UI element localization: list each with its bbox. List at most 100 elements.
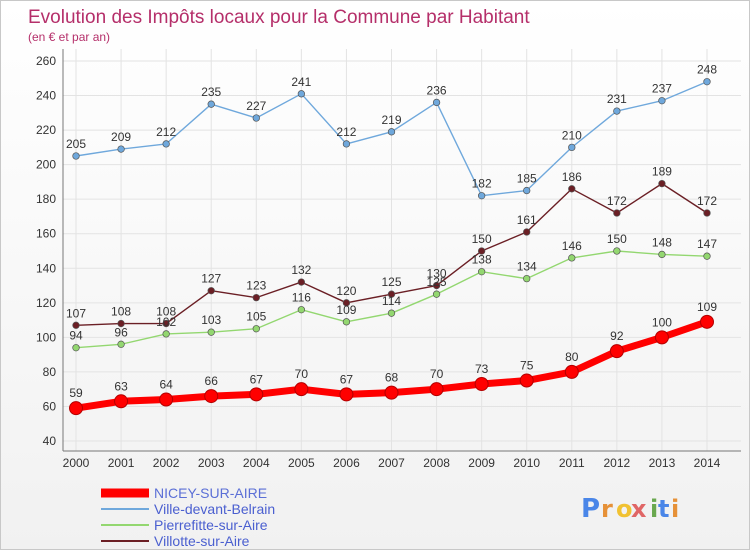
data-label: 172 xyxy=(697,194,717,208)
data-label: 219 xyxy=(381,113,401,127)
data-point xyxy=(294,382,309,397)
legend-entry: NICEY-SUR-AIRE xyxy=(154,485,267,501)
data-point xyxy=(159,392,174,407)
data-label: 108 xyxy=(111,305,131,319)
data-label: 150 xyxy=(472,232,492,246)
series-1: 205 209 212 235 227 241 212 219 236 182 185 210 231 2… xyxy=(66,63,717,200)
data-point xyxy=(613,247,621,255)
data-label: 231 xyxy=(607,92,627,106)
data-point xyxy=(387,290,396,298)
data-label: 189 xyxy=(652,165,672,179)
data-point xyxy=(700,314,714,329)
data-point xyxy=(703,78,711,86)
data-point xyxy=(204,389,219,404)
x-tick-label: 2002 xyxy=(153,456,180,470)
data-point xyxy=(162,140,170,148)
data-label: 103 xyxy=(201,313,221,327)
data-label: 127 xyxy=(201,272,221,286)
x-tick-label: 2008 xyxy=(423,456,450,470)
data-point xyxy=(613,107,621,115)
series-2: 94 96 102 103 105 116 109 114 125 138 134 146 150 148… xyxy=(69,232,717,352)
x-tick-label: 2014 xyxy=(694,456,721,470)
data-label: 116 xyxy=(292,291,311,305)
data-label: 107 xyxy=(66,306,86,320)
y-tick-label: 120 xyxy=(36,296,56,310)
data-point xyxy=(162,330,170,338)
data-label: 212 xyxy=(156,125,176,139)
data-label: 105 xyxy=(246,310,266,324)
data-point xyxy=(474,377,489,391)
data-point xyxy=(117,340,125,348)
data-point xyxy=(342,140,351,148)
x-tick-label: 2012 xyxy=(604,456,631,470)
data-label: 182 xyxy=(472,177,492,191)
data-point xyxy=(162,319,170,328)
data-point xyxy=(342,318,351,326)
x-tick-label: 2001 xyxy=(108,456,135,470)
data-point xyxy=(252,114,260,122)
data-point xyxy=(342,299,351,307)
x-tick-label: 2005 xyxy=(288,456,315,470)
data-label: 172 xyxy=(607,194,627,208)
data-point xyxy=(477,247,486,255)
data-point xyxy=(523,186,531,195)
data-label: 109 xyxy=(697,300,717,314)
data-point xyxy=(207,287,215,295)
data-point xyxy=(658,250,666,259)
data-point xyxy=(564,364,579,379)
data-point xyxy=(432,281,441,290)
data-point xyxy=(609,344,624,359)
data-point xyxy=(387,128,396,136)
y-tick-label: 100 xyxy=(36,330,56,344)
data-point xyxy=(703,209,711,217)
y-tick-label: 140 xyxy=(36,261,56,275)
data-label: 108 xyxy=(156,305,176,319)
y-tick-label: 80 xyxy=(43,365,57,379)
data-label: 227 xyxy=(246,99,266,113)
data-label: 67 xyxy=(250,372,264,386)
logo-letter: P xyxy=(581,494,600,524)
data-label: 186 xyxy=(562,170,582,184)
data-point xyxy=(69,401,83,416)
data-label: 114 xyxy=(382,294,401,308)
legend-entry: Pierrefitte-sur-Aire xyxy=(154,517,268,533)
y-tick-label: 160 xyxy=(36,227,56,241)
x-tick-label: 2010 xyxy=(513,456,540,470)
data-point xyxy=(72,152,80,160)
data-label: 185 xyxy=(517,172,537,186)
logo-letter: t xyxy=(658,495,669,523)
data-label: 235 xyxy=(201,85,221,99)
data-point xyxy=(477,192,486,200)
data-point xyxy=(339,387,354,402)
data-label: 205 xyxy=(66,137,86,151)
data-point xyxy=(519,373,534,388)
data-label: 130 xyxy=(427,267,447,281)
chart-subtitle: (en € et par an) xyxy=(28,30,110,44)
data-point xyxy=(703,252,711,260)
y-tick-label: 260 xyxy=(36,54,56,68)
series-0: 59 63 64 66 67 70 67 68 70 73 75 80 92 100 109 xyxy=(69,300,717,416)
data-point xyxy=(658,179,666,188)
data-label: 94 xyxy=(69,329,83,343)
data-point xyxy=(117,145,125,153)
data-point xyxy=(252,325,260,333)
data-point xyxy=(207,328,215,336)
data-point xyxy=(72,321,80,329)
y-tick-label: 60 xyxy=(43,399,57,413)
data-label: 67 xyxy=(340,372,354,386)
data-label: 147 xyxy=(697,237,717,251)
x-tick-label: 2006 xyxy=(333,456,360,470)
data-label: 248 xyxy=(697,63,717,77)
data-point xyxy=(658,97,666,105)
data-point xyxy=(249,387,264,402)
data-label: 102 xyxy=(156,315,176,329)
data-point xyxy=(297,278,306,286)
data-point xyxy=(207,100,215,108)
data-point xyxy=(568,143,576,152)
data-label: 161 xyxy=(517,213,537,227)
data-label: 73 xyxy=(475,362,489,376)
legend-entry: Ville-devant-Belrain xyxy=(154,501,275,517)
